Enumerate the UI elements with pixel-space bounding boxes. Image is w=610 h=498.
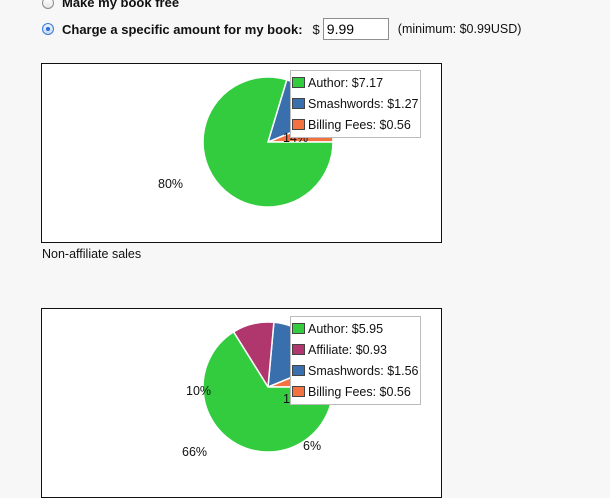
legend-item: Affiliate: $0.93 — [292, 339, 418, 360]
legend-label: Author: $7.17 — [308, 75, 384, 90]
non-affiliate-caption: Non-affiliate sales — [42, 247, 142, 261]
legend-item: Billing Fees: $0.56 — [292, 114, 418, 135]
legend-item: Smashwords: $1.27 — [292, 93, 418, 114]
legend-swatch — [292, 365, 305, 376]
pie-label-affiliate: 10% — [186, 384, 211, 398]
minimum-price-note: (minimum: $0.99USD) — [397, 22, 522, 36]
legend-label: Smashwords: $1.56 — [308, 363, 419, 378]
legend-item: Author: $7.17 — [292, 72, 418, 93]
legend-item: Billing Fees: $0.56 — [292, 381, 418, 402]
specific-amount-radio[interactable] — [42, 23, 54, 35]
legend-label: Billing Fees: $0.56 — [308, 117, 411, 132]
legend-swatch — [292, 344, 305, 355]
legend-swatch — [292, 98, 305, 109]
currency-symbol: $ — [312, 21, 320, 37]
non-affiliate-legend: Author: $7.17 Smashwords: $1.27 Billing Fe… — [290, 70, 422, 138]
pie-label-billing-fees: 6% — [303, 439, 321, 453]
legend-swatch — [292, 77, 305, 88]
legend-label: Billing Fees: $0.56 — [308, 384, 411, 399]
pie-slice-author — [202, 330, 334, 453]
legend-label: Affiliate: $0.93 — [308, 342, 387, 357]
legend-swatch — [292, 119, 305, 130]
legend-item: Smashwords: $1.56 — [292, 360, 418, 381]
radio-row-free[interactable]: Make my book free — [42, 0, 179, 10]
pie-slice-author — [202, 76, 334, 208]
specific-amount-label[interactable]: Charge a specific amount for my book: — [62, 21, 303, 37]
legend-label: Smashwords: $1.27 — [308, 96, 419, 111]
affiliate-legend: Author: $5.95 Affiliate: $0.93 Smashwords:… — [290, 316, 422, 405]
pie-label-author: 80% — [158, 177, 183, 191]
legend-swatch — [292, 386, 305, 397]
radio-row-specific[interactable]: Charge a specific amount for my book: $ … — [42, 18, 521, 40]
legend-item: Author: $5.95 — [292, 318, 418, 339]
pie-label-author: 66% — [182, 445, 207, 459]
free-radio[interactable] — [42, 0, 54, 9]
legend-swatch — [292, 323, 305, 334]
price-input[interactable] — [322, 18, 389, 40]
free-radio-label[interactable]: Make my book free — [62, 0, 180, 10]
legend-label: Author: $5.95 — [308, 321, 384, 336]
